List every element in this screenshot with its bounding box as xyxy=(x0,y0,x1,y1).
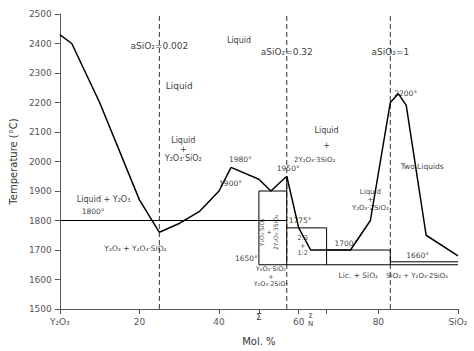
svg-text:2100: 2100 xyxy=(29,127,52,137)
svg-text:Liquid: Liquid xyxy=(360,188,381,196)
svg-text:2:3: 2:3 xyxy=(297,234,308,243)
svg-text:80: 80 xyxy=(373,317,385,327)
svg-text:Σ: Σ xyxy=(256,312,262,322)
svg-text:1980°: 1980° xyxy=(229,155,252,164)
svg-text:Y₂O₃: Y₂O₃ xyxy=(49,317,70,327)
svg-text:Y₂O₃ + Y₂O₃·SiO₂: Y₂O₃ + Y₂O₃·SiO₂ xyxy=(103,244,166,253)
svg-text:aSiO₂=0.002: aSiO₂=0.002 xyxy=(130,41,188,51)
svg-text:Liquid: Liquid xyxy=(171,136,195,145)
svg-text:+: + xyxy=(180,145,187,154)
svg-text:1800°: 1800° xyxy=(82,207,105,216)
svg-text:20: 20 xyxy=(134,317,146,327)
svg-text:Liquid: Liquid xyxy=(227,36,251,45)
svg-text:aSiO₂=1: aSiO₂=1 xyxy=(371,47,409,57)
svg-text:2Y₂O₃·3SiO₂: 2Y₂O₃·3SiO₂ xyxy=(294,156,335,164)
svg-text:Liquid: Liquid xyxy=(315,126,339,135)
svg-text:1775°: 1775° xyxy=(289,216,312,225)
svg-text:40: 40 xyxy=(213,317,225,327)
svg-text:2Y₂O₃·3SiO₂: 2Y₂O₃·3SiO₂ xyxy=(272,214,279,250)
svg-text:2400: 2400 xyxy=(29,39,52,49)
svg-text:+: + xyxy=(323,141,330,150)
svg-text:Liquid + Y₂O₃: Liquid + Y₂O₃ xyxy=(77,195,131,204)
svg-text:Y₂O₃·SiO₂: Y₂O₃·SiO₂ xyxy=(258,218,265,247)
svg-text:+: + xyxy=(265,230,272,235)
svg-text:Σ: Σ xyxy=(308,312,312,320)
svg-text:2000: 2000 xyxy=(29,157,52,167)
svg-text:Two Liquids: Two Liquids xyxy=(400,162,444,171)
svg-text:Lic. + SiO₂: Lic. + SiO₂ xyxy=(339,271,379,280)
svg-text:1900°: 1900° xyxy=(219,179,242,188)
svg-text:1660°: 1660° xyxy=(406,251,429,260)
svg-text:1950°: 1950° xyxy=(277,164,300,173)
svg-text:2200: 2200 xyxy=(29,98,52,108)
svg-text:1700°: 1700° xyxy=(335,239,358,248)
svg-text:2300: 2300 xyxy=(29,68,52,78)
svg-text:60: 60 xyxy=(293,317,305,327)
svg-text:1650°: 1650° xyxy=(235,254,258,263)
svg-text:1:2: 1:2 xyxy=(297,249,307,257)
svg-text:SiO₂: SiO₂ xyxy=(449,317,468,327)
svg-text:Y₂O₃·SiO₂: Y₂O₃·SiO₂ xyxy=(255,265,286,273)
svg-text:+: + xyxy=(367,196,373,204)
svg-text:Y₂O₃·2SiO₂: Y₂O₃·2SiO₂ xyxy=(253,280,289,288)
svg-text:Mol. %: Mol. % xyxy=(242,336,275,347)
svg-text:1800: 1800 xyxy=(29,216,52,226)
svg-text:1600: 1600 xyxy=(29,275,52,285)
svg-text:Y₂O₃·SiO₂: Y₂O₃·SiO₂ xyxy=(164,154,202,163)
svg-text:Liquid: Liquid xyxy=(166,81,193,91)
svg-text:N: N xyxy=(308,320,313,328)
svg-text:1500: 1500 xyxy=(29,304,52,314)
svg-text:aSiO₂=0.32: aSiO₂=0.32 xyxy=(261,47,313,57)
svg-text:1700: 1700 xyxy=(29,245,52,255)
svg-text:SiO₂ + Y₂O₃·2SiO₂: SiO₂ + Y₂O₃·2SiO₂ xyxy=(386,272,448,280)
svg-text:1900: 1900 xyxy=(29,186,52,196)
svg-text:2500: 2500 xyxy=(29,9,52,19)
svg-text:Temperature (°C): Temperature (°C) xyxy=(8,118,19,205)
svg-text:2200°: 2200° xyxy=(394,89,417,98)
svg-text:Y₂O₃·2SiO₂: Y₂O₃·2SiO₂ xyxy=(351,204,389,212)
